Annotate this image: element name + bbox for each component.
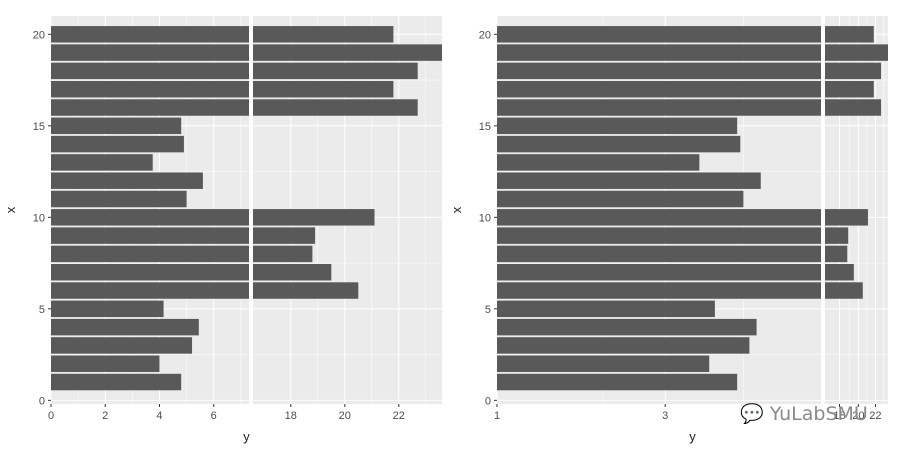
bar: [51, 209, 375, 226]
bar: [497, 135, 741, 153]
bar: [497, 99, 882, 116]
bar: [497, 373, 738, 391]
bar: [51, 26, 394, 43]
y-tick-label: 20: [33, 29, 45, 41]
y-tick-label: 5: [485, 304, 491, 316]
y-tick-label: 20: [479, 29, 491, 41]
bar: [51, 190, 187, 208]
bar: [497, 154, 700, 171]
bar: [497, 263, 854, 281]
y-tick-label: 15: [479, 121, 491, 133]
y-tick-label: 0: [39, 395, 45, 407]
bar: [51, 245, 313, 263]
bar: [51, 135, 184, 153]
watermark: 💬 YuLabSMU: [740, 403, 868, 425]
bar: [497, 26, 874, 43]
x-tick-label: 2: [102, 410, 108, 422]
y-tick-label: 10: [33, 212, 45, 224]
bar: [51, 80, 394, 98]
bar: [497, 190, 744, 208]
y-axis-title: x: [449, 206, 464, 213]
bar: [497, 337, 750, 354]
x-tick-label: 18: [285, 410, 297, 422]
y-axis-title: x: [3, 206, 18, 213]
bar: [51, 300, 164, 318]
bar: [497, 245, 848, 263]
bar: [51, 337, 193, 354]
bar: [51, 62, 418, 80]
axis-break: [249, 16, 253, 404]
bar: [51, 117, 182, 135]
bar: [497, 318, 757, 336]
x-tick-label: 3: [662, 410, 668, 422]
right-plot: 0 5 10 15 20 1 3 18 20 22 y x: [449, 16, 888, 444]
x-tick-label: 6: [211, 410, 217, 422]
x-tick-label: 20: [339, 410, 351, 422]
bar: [51, 172, 203, 189]
bar: [51, 227, 316, 244]
y-tick-label: 15: [33, 121, 45, 133]
bar: [51, 44, 442, 61]
x-tick-label: 18: [833, 410, 845, 422]
bar: [51, 99, 418, 116]
bar: [497, 227, 849, 244]
x-axis-title: y: [243, 429, 250, 444]
left-plot: 0 5 10 15 20 0 2 4 6 18 20 22 y x: [3, 16, 442, 444]
bar: [51, 318, 199, 336]
bar: [51, 355, 160, 372]
bar: [497, 355, 710, 372]
y-tick-label: 10: [479, 212, 491, 224]
bar: [497, 62, 882, 80]
bar: [497, 44, 888, 61]
y-tick-label: 0: [485, 395, 491, 407]
bar: [497, 209, 868, 226]
bar: [497, 117, 738, 135]
x-axis-title: y: [689, 429, 696, 444]
bar: [497, 172, 761, 189]
bar: [497, 282, 863, 299]
bar: [497, 300, 715, 318]
y-tick-label: 5: [39, 304, 45, 316]
x-tick-label: 22: [869, 410, 881, 422]
bar: [51, 263, 332, 281]
axis-break: [821, 16, 825, 404]
bar: [51, 373, 182, 391]
x-tick-label: 0: [48, 410, 54, 422]
x-tick-label: 4: [156, 410, 162, 422]
x-tick-label: 1: [494, 410, 500, 422]
bar: [51, 154, 153, 171]
bar: [51, 282, 359, 299]
x-tick-label: 22: [393, 410, 405, 422]
x-tick-label: 20: [852, 410, 864, 422]
bar: [497, 80, 874, 98]
